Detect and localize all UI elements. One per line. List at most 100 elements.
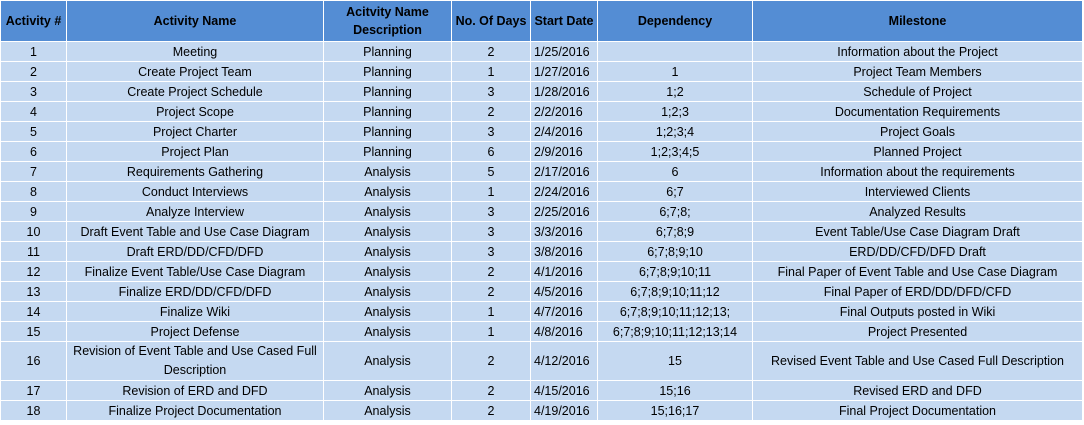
table-row: 18 Finalize Project Documentation Analysis… [0,400,1083,421]
cell-number-of-days: 1 [451,301,531,322]
cell-activity-name: Project Defense [66,321,324,342]
cell-dependency: 6 [597,161,753,182]
cell-dependency: 1;2;3;4 [597,121,753,142]
cell-activity-number: 5 [0,121,67,142]
cell-start-date: 1/27/2016 [530,61,598,82]
cell-activity-number: 13 [0,281,67,302]
table-row: 16 Revision of Event Table and Use Cased … [0,341,1083,381]
cell-dependency [597,41,753,62]
cell-activity-name: Draft Event Table and Use Case Diagram [66,221,324,242]
cell-start-date: 2/24/2016 [530,181,598,202]
cell-activity-name: Finalize Wiki [66,301,324,322]
header-activity-number: Activity # [0,0,67,42]
cell-activity-description: Analysis [323,181,452,202]
cell-dependency: 15;16;17 [597,400,753,421]
cell-activity-name: Project Scope [66,101,324,122]
header-activity-name: Activity Name [66,0,324,42]
cell-number-of-days: 2 [451,101,531,122]
cell-milestone: Documentation Requirements [752,101,1083,122]
cell-milestone: Information about the requirements [752,161,1083,182]
cell-activity-number: 10 [0,221,67,242]
cell-start-date: 3/3/2016 [530,221,598,242]
cell-number-of-days: 2 [451,380,531,401]
table-row: 9 Analyze Interview Analysis 3 2/25/2016 6;7;… [0,201,1083,222]
cell-milestone: Project Goals [752,121,1083,142]
cell-dependency: 6;7;8;9;10 [597,241,753,262]
cell-activity-name: Finalize ERD/DD/CFD/DFD [66,281,324,302]
cell-start-date: 4/5/2016 [530,281,598,302]
cell-activity-description: Planning [323,41,452,62]
cell-activity-description: Planning [323,101,452,122]
cell-start-date: 4/1/2016 [530,261,598,282]
table-row: 15 Project Defense Analysis 1 4/8/2016 6;7;8;… [0,321,1083,342]
cell-activity-number: 16 [0,341,67,381]
cell-milestone: Project Presented [752,321,1083,342]
cell-number-of-days: 2 [451,281,531,302]
cell-activity-name: Project Plan [66,141,324,162]
cell-dependency: 15 [597,341,753,381]
table-row: 13 Finalize ERD/DD/CFD/DFD Analysis 2 4/5/20… [0,281,1083,302]
cell-activity-name: Finalize Event Table/Use Case Diagram [66,261,324,282]
table-row: 3 Create Project Schedule Planning 3 1/28/20… [0,81,1083,102]
table-row: 17 Revision of ERD and DFD Analysis 2 4/15/2… [0,380,1083,401]
cell-number-of-days: 3 [451,241,531,262]
cell-start-date: 4/7/2016 [530,301,598,322]
cell-activity-number: 17 [0,380,67,401]
table-row: 4 Project Scope Planning 2 2/2/2016 1;2;3 Docu… [0,101,1083,122]
cell-start-date: 4/12/2016 [530,341,598,381]
cell-activity-number: 3 [0,81,67,102]
cell-start-date: 3/8/2016 [530,241,598,262]
cell-start-date: 2/17/2016 [530,161,598,182]
cell-start-date: 1/28/2016 [530,81,598,102]
cell-activity-name: Revision of Event Table and Use Cased Fu… [66,341,324,381]
cell-activity-number: 6 [0,141,67,162]
cell-activity-number: 14 [0,301,67,322]
cell-milestone: Revised Event Table and Use Cased Full D… [752,341,1083,381]
cell-dependency: 6;7;8; [597,201,753,222]
cell-milestone: Project Team Members [752,61,1083,82]
cell-activity-name: Create Project Team [66,61,324,82]
cell-activity-number: 1 [0,41,67,62]
table-body: 1 Meeting Planning 2 1/25/2016 Information ab… [0,41,1083,421]
cell-activity-number: 12 [0,261,67,282]
cell-number-of-days: 1 [451,321,531,342]
cell-activity-description: Planning [323,141,452,162]
cell-dependency: 1;2;3 [597,101,753,122]
table-row: 5 Project Charter Planning 3 2/4/2016 1;2;3;4… [0,121,1083,142]
cell-start-date: 4/8/2016 [530,321,598,342]
cell-milestone: Interviewed Clients [752,181,1083,202]
cell-dependency: 6;7 [597,181,753,202]
cell-activity-description: Planning [323,121,452,142]
cell-dependency: 6;7;8;9;10;11 [597,261,753,282]
cell-dependency: 6;7;8;9;10;11;12 [597,281,753,302]
cell-number-of-days: 1 [451,181,531,202]
cell-start-date: 1/25/2016 [530,41,598,62]
cell-activity-number: 11 [0,241,67,262]
cell-activity-number: 9 [0,201,67,222]
cell-activity-name: Analyze Interview [66,201,324,222]
table-row: 8 Conduct Interviews Analysis 1 2/24/2016 6;7… [0,181,1083,202]
cell-activity-name: Meeting [66,41,324,62]
cell-start-date: 2/4/2016 [530,121,598,142]
table-row: 2 Create Project Team Planning 1 1/27/2016 1 P… [0,61,1083,82]
header-row: Activity # Activity Name Acitvity Name D… [0,0,1083,42]
cell-activity-number: 8 [0,181,67,202]
cell-milestone: Schedule of Project [752,81,1083,102]
table-row: 7 Requirements Gathering Analysis 5 2/17/201… [0,161,1083,182]
cell-dependency: 1;2 [597,81,753,102]
cell-number-of-days: 3 [451,201,531,222]
cell-milestone: Final Paper of Event Table and Use Case … [752,261,1083,282]
cell-milestone: Final Outputs posted in Wiki [752,301,1083,322]
cell-dependency: 6;7;8;9 [597,221,753,242]
cell-start-date: 4/19/2016 [530,400,598,421]
header-activity-description: Acitvity Name Description [323,0,452,42]
table-row: 14 Finalize Wiki Analysis 1 4/7/2016 6;7;8;9;… [0,301,1083,322]
cell-dependency: 6;7;8;9;10;11;12;13; [597,301,753,322]
cell-start-date: 2/2/2016 [530,101,598,122]
cell-dependency: 6;7;8;9;10;11;12;13;14 [597,321,753,342]
cell-number-of-days: 3 [451,81,531,102]
cell-activity-name: Draft ERD/DD/CFD/DFD [66,241,324,262]
cell-milestone: Final Paper of ERD/DD/DFD/CFD [752,281,1083,302]
cell-activity-description: Analysis [323,261,452,282]
cell-number-of-days: 3 [451,121,531,142]
